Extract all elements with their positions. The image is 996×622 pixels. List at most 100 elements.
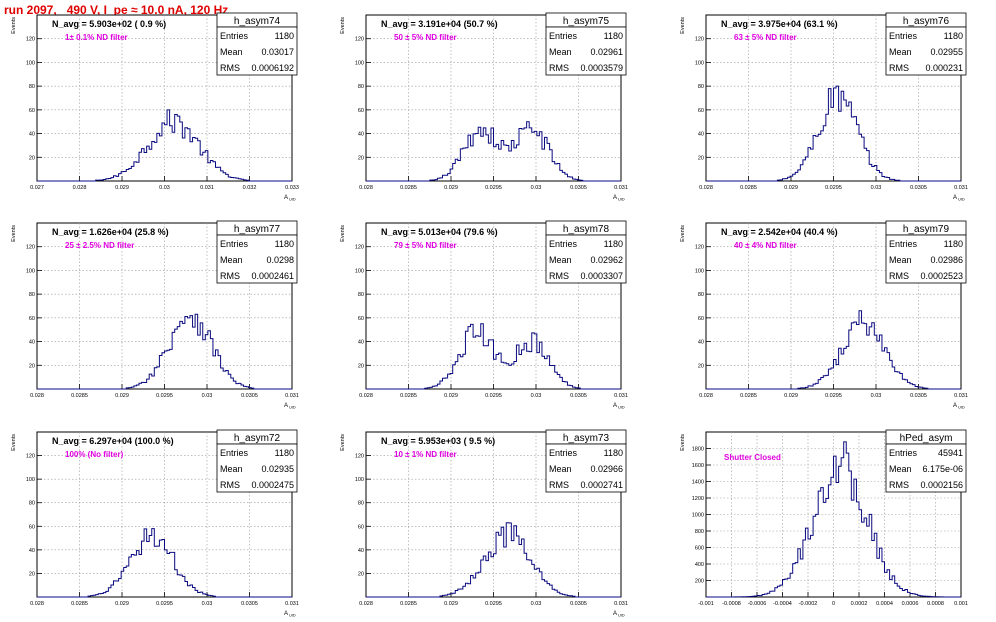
x-tick-label: 0.0305 xyxy=(570,601,587,607)
x-tick-label: 0.03 xyxy=(202,601,213,607)
stats-box-title: h_asym76 xyxy=(903,16,950,27)
navg-label: N_avg = 3.975e+04 (63.1 %) xyxy=(721,19,838,29)
stats-label-entries: Entries xyxy=(889,239,918,249)
stats-box xyxy=(216,234,298,284)
x-tick-label: 0.03 xyxy=(871,393,882,399)
x-tick-label: 0.032 xyxy=(243,185,257,191)
x-tick-label: 0.03 xyxy=(159,185,170,191)
stats-value-mean: 0.0298 xyxy=(266,255,294,265)
y-tick-label: 1200 xyxy=(692,496,704,502)
histogram-line xyxy=(37,528,292,598)
y-tick-label: 20 xyxy=(698,363,704,369)
y-tick-label: 100 xyxy=(355,60,364,66)
x-tick-label: 0.0285 xyxy=(740,393,757,399)
stats-label-rms: RMS xyxy=(220,480,240,490)
x-axis-label: A UID xyxy=(953,195,965,202)
stats-box xyxy=(216,26,298,76)
stats-label-entries: Entries xyxy=(889,31,918,41)
x-tick-label: -0.0008 xyxy=(722,601,741,607)
histogram-pad-h_asym75: 0.028 0.0285 0.029 0.0295 0.03 0.0305 0.031 20 4… xyxy=(340,12,628,202)
stats-label-mean: Mean xyxy=(549,47,572,57)
x-tick-label: 0.028 xyxy=(30,601,44,607)
x-tick-label: 0.0305 xyxy=(570,393,587,399)
x-tick-label: 0.031 xyxy=(614,185,628,191)
y-tick-label: 120 xyxy=(26,245,35,251)
y-tick-label: 1000 xyxy=(692,513,704,519)
x-axis-label: A UID xyxy=(613,195,625,202)
x-tick-label: 0.028 xyxy=(699,393,713,399)
stats-value-rms: 0.0003307 xyxy=(580,271,623,281)
y-tick-label: 60 xyxy=(358,108,364,114)
stats-value-rms: 0.000231 xyxy=(925,63,963,73)
y-tick-label: 200 xyxy=(695,579,704,585)
x-tick-label: 0.0285 xyxy=(71,601,88,607)
stats-label-rms: RMS xyxy=(549,480,569,490)
stats-value-entries: 1180 xyxy=(275,239,294,249)
x-tick-label: 0.0004 xyxy=(876,601,893,607)
y-tick-label: 100 xyxy=(355,268,364,274)
y-tick-label: 800 xyxy=(695,529,704,535)
x-tick-label: 0.029 xyxy=(784,393,798,399)
stats-box-title: h_asym72 xyxy=(234,433,281,444)
x-tick-label: 0.03 xyxy=(531,185,542,191)
y-tick-label: 120 xyxy=(26,454,35,460)
x-tick-label: 0.031 xyxy=(614,601,628,607)
x-tick-label: 0.0295 xyxy=(485,601,502,607)
stats-box-title: h_asym77 xyxy=(234,224,281,235)
histogram-line xyxy=(366,121,621,182)
y-tick-label: 120 xyxy=(26,37,35,43)
stats-value-mean: 0.02955 xyxy=(930,47,963,57)
filter-note: 10 ± 1% ND filter xyxy=(394,450,457,459)
filter-note: 40 ± 4% ND filter xyxy=(734,241,797,250)
stats-value-rms: 0.0003579 xyxy=(580,63,623,73)
stats-label-mean: Mean xyxy=(220,47,243,57)
y-tick-label: 100 xyxy=(695,268,704,274)
y-tick-label: 100 xyxy=(695,60,704,66)
stats-label-rms: RMS xyxy=(889,480,909,490)
y-tick-label: 20 xyxy=(29,155,35,161)
x-tick-label: 0.029 xyxy=(444,185,458,191)
filter-note: 50 ± 5% ND filter xyxy=(394,33,457,42)
y-tick-label: 80 xyxy=(358,501,364,507)
stats-value-rms: 0.0002523 xyxy=(920,271,963,281)
x-tick-label: 0.0285 xyxy=(400,601,417,607)
filter-note: Shutter Closed xyxy=(724,453,781,462)
histogram-pad-h_asym72: 0.028 0.0285 0.029 0.0295 0.03 0.0305 0.031 20 4… xyxy=(11,429,299,618)
x-axis-label: A UID xyxy=(613,403,625,410)
x-tick-label: 0.0295 xyxy=(825,185,842,191)
y-axis-label: Events xyxy=(340,434,346,451)
y-tick-label: 60 xyxy=(698,316,704,322)
y-axis-label: Events xyxy=(340,225,346,242)
stats-label-entries: Entries xyxy=(220,239,249,249)
y-tick-label: 40 xyxy=(29,340,35,346)
y-axis-label: Events xyxy=(11,17,17,34)
stats-value-entries: 1180 xyxy=(275,448,294,458)
histogram-line xyxy=(706,85,961,182)
y-tick-label: 100 xyxy=(26,268,35,274)
x-axis-label: A UID xyxy=(953,403,965,410)
y-axis-label: Events xyxy=(340,17,346,34)
x-tick-label: 0.031 xyxy=(200,185,214,191)
stats-value-entries: 1180 xyxy=(604,31,623,41)
filter-note: 63 ± 5% ND filter xyxy=(734,33,797,42)
filter-note: 25 ± 2.5% ND filter xyxy=(65,241,134,250)
y-tick-label: 120 xyxy=(355,37,364,43)
stats-value-entries: 1180 xyxy=(275,31,294,41)
stats-value-rms: 0.0002461 xyxy=(251,271,294,281)
stats-label-entries: Entries xyxy=(549,448,578,458)
navg-label: N_avg = 5.013e+04 (79.6 %) xyxy=(381,227,498,237)
x-tick-label: 0.027 xyxy=(30,185,44,191)
stats-box xyxy=(216,443,298,493)
stats-box xyxy=(885,234,967,284)
navg-label: N_avg = 5.903e+02 ( 0.9 %) xyxy=(52,19,166,29)
stats-box-title: hPed_asym xyxy=(900,433,953,444)
x-tick-label: 0 xyxy=(832,601,835,607)
stats-label-mean: Mean xyxy=(889,255,912,265)
y-tick-label: 1800 xyxy=(692,447,704,453)
stats-box xyxy=(885,26,967,76)
stats-value-mean: 0.02961 xyxy=(590,47,623,57)
x-axis-label: A UID xyxy=(284,403,296,410)
y-tick-label: 80 xyxy=(358,84,364,90)
y-tick-label: 40 xyxy=(358,548,364,554)
